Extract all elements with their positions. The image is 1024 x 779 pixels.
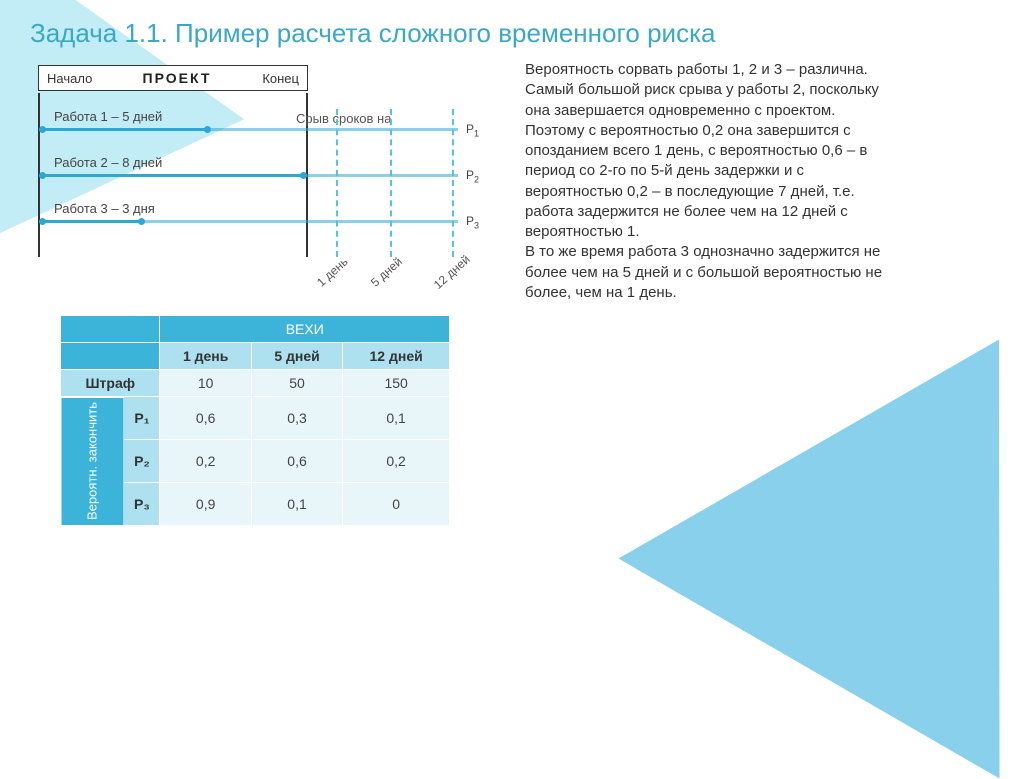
end-label: Конец <box>247 71 307 86</box>
work-bar <box>42 174 304 177</box>
start-label: Начало <box>39 71 107 86</box>
penalty-cell: 150 <box>343 370 450 397</box>
p-label: P3 <box>466 214 479 230</box>
milestone-dash <box>336 109 338 257</box>
prob-cell: 0,3 <box>251 397 342 440</box>
work-label: Работа 1 – 5 дней <box>54 109 162 124</box>
p-label: P1 <box>466 122 479 138</box>
prob-cell: 0,1 <box>251 482 342 525</box>
milestone-table: ВЕХИ 1 день 5 дней 12 дней Штраф 10 50 1… <box>60 315 450 526</box>
prob-p3: P₃ <box>124 482 160 525</box>
prob-cell: 0,6 <box>251 439 342 482</box>
day-label: 5 дней <box>368 254 405 289</box>
row-penalty-label: Штраф <box>61 370 160 397</box>
milestone-dash <box>390 109 392 257</box>
prob-cell: 0,1 <box>343 397 450 440</box>
prob-cell: 0,2 <box>160 439 251 482</box>
milestone-dash <box>452 109 454 257</box>
overrun-label: Срыв сроков на <box>296 111 391 126</box>
work-bar <box>42 220 142 223</box>
prob-cell: 0 <box>343 482 450 525</box>
prob-cell: 0,2 <box>343 439 450 482</box>
project-bar: Начало ПРОЕКТ Конец <box>38 65 308 91</box>
work-overrun-bar <box>208 128 458 131</box>
penalty-cell: 10 <box>160 370 251 397</box>
col-12day: 12 дней <box>343 343 450 370</box>
body-paragraph-2: В то же время работа 3 однозначно задерж… <box>525 242 885 303</box>
work-label: Работа 2 – 8 дней <box>54 155 162 170</box>
body-paragraph-1: Вероятность сорвать работы 1, 2 и 3 – ра… <box>525 60 885 242</box>
gantt-diagram: Начало ПРОЕКТ Конец Срыв сроков на Работ… <box>38 65 478 270</box>
prob-cell: 0,6 <box>160 397 251 440</box>
prob-p1: P₁ <box>124 397 160 440</box>
day-label: 1 день <box>314 255 351 290</box>
page-title: Задача 1.1. Пример расчета сложного врем… <box>30 18 715 49</box>
penalty-cell: 50 <box>251 370 342 397</box>
body-text: Вероятность сорвать работы 1, 2 и 3 – ра… <box>525 60 885 303</box>
col-1day: 1 день <box>160 343 251 370</box>
table-header-vehi: ВЕХИ <box>160 316 450 343</box>
bg-triangle-bottom <box>618 229 1024 778</box>
work-overrun-bar <box>142 220 458 223</box>
work-label: Работа 3 – 3 дня <box>54 201 155 216</box>
col-5day: 5 дней <box>251 343 342 370</box>
row-prob-label: Вероятн. закончить <box>61 397 124 526</box>
prob-p2: P₂ <box>124 439 160 482</box>
day-label: 12 дней <box>431 252 473 292</box>
work-overrun-bar <box>304 174 458 177</box>
work-bar <box>42 128 208 131</box>
prob-cell: 0,9 <box>160 482 251 525</box>
p-label: P2 <box>466 168 479 184</box>
project-label: ПРОЕКТ <box>107 70 247 86</box>
